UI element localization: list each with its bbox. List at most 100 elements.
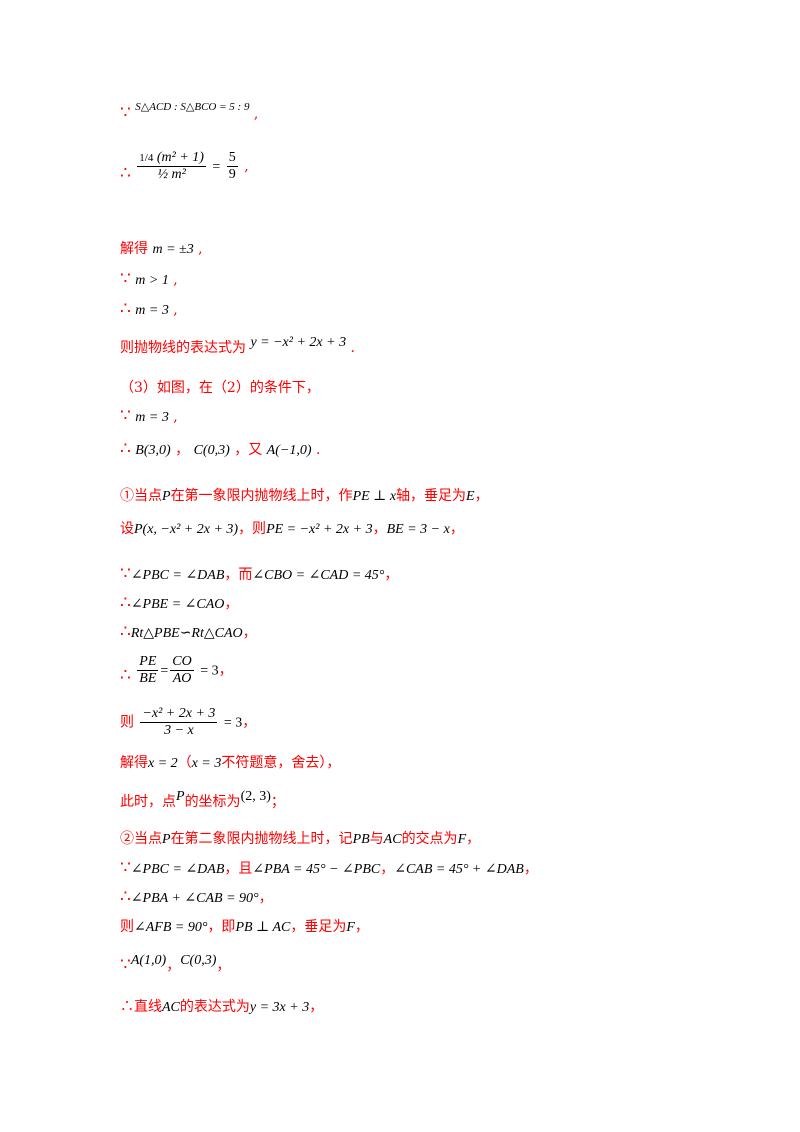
- denominator: 3 − x: [164, 723, 194, 738]
- text: 解得: [120, 755, 148, 771]
- line-23: ∵A(1,0)，C(0,3)，: [120, 952, 230, 975]
- expr: m = 3: [135, 410, 169, 425]
- text: 解得: [120, 241, 148, 257]
- num-coef: 1/4: [139, 152, 154, 164]
- expr: x = 3: [191, 756, 222, 771]
- expr: m > 1: [135, 273, 169, 288]
- punct: ,: [244, 158, 249, 175]
- expr-be: BE = 3 − x: [386, 522, 450, 537]
- therefore-symbol: ∴: [120, 665, 131, 686]
- expr: ∠PBC = ∠DAB: [130, 568, 225, 583]
- line-18: 此时，点P的坐标为(2, 3)；: [120, 788, 285, 811]
- text: ，: [380, 861, 395, 877]
- punct: ，: [384, 567, 399, 583]
- text: 则: [120, 919, 134, 935]
- because-symbol: ∵: [120, 955, 131, 975]
- punct: ，: [466, 831, 481, 847]
- point-a: A(−1,0): [266, 443, 312, 458]
- punct: ，: [449, 521, 464, 537]
- punct: ，: [216, 958, 231, 974]
- expr: ∠PBA + ∠CAB = 90°: [130, 891, 259, 906]
- var-p: P: [162, 489, 171, 504]
- line-17: 解得x = 2（x = 3不符题意，舍去），: [120, 754, 340, 773]
- because-symbol: ∵: [120, 269, 131, 289]
- line-11: 设P(x, −x² + 2x + 3)，则PE = −x² + 2x + 3，B…: [120, 520, 464, 539]
- line-6: 则抛物线的表达式为 y = −x² + 2x + 3 .: [120, 334, 355, 357]
- var-f: F: [457, 832, 467, 847]
- num-expr: (m² + 1): [156, 150, 204, 165]
- expr: ∠PBC = ∠DAB: [130, 862, 225, 877]
- denominator: AO: [172, 671, 192, 686]
- text: （3）如图，在（2）的条件下，: [120, 380, 320, 396]
- expr: ∠CAB = 45° + ∠DAB: [394, 862, 524, 877]
- text: 不符题意，舍去），: [221, 755, 341, 771]
- because-symbol: ∵: [120, 858, 131, 878]
- expr: y = 3x + 3: [249, 1000, 310, 1015]
- punct: ，: [309, 999, 324, 1015]
- point-b: B(3,0): [135, 443, 171, 458]
- punct: ,: [253, 106, 259, 122]
- line-19: ②当点P在第二象限内抛物线上时，记PB与AC的交点为F，: [120, 830, 480, 849]
- denominator: BE: [139, 671, 157, 686]
- numerator: PE: [137, 654, 159, 671]
- text: ，则: [238, 521, 267, 537]
- therefore-symbol: ∴: [120, 999, 134, 1015]
- line-1: ∵ S△ACD : S△BCO = 5 : 9 ,: [120, 98, 258, 123]
- text: 则抛物线的表达式为: [120, 340, 246, 356]
- punct: ，: [354, 919, 369, 935]
- rhs-fraction: 5 9: [226, 150, 238, 183]
- text: ，即: [207, 919, 236, 935]
- therefore-symbol: ∴: [120, 622, 131, 642]
- rhs-den: 9: [228, 167, 236, 182]
- text: ，: [372, 521, 387, 537]
- line-21: ∴∠PBA + ∠CAB = 90°，: [120, 888, 273, 908]
- punct: ,: [173, 302, 178, 318]
- line-22: 则∠AFB = 90°，即PB ⊥ AC，垂足为F，: [120, 918, 369, 937]
- punct: ,: [198, 241, 203, 257]
- line-4: ∵ m > 1 ,: [120, 270, 178, 290]
- therefore-symbol: ∴: [120, 299, 131, 319]
- text: 在第一象限内抛物线上时，作: [170, 488, 353, 504]
- var-p: P: [176, 789, 185, 804]
- var-ac: AC: [383, 832, 402, 847]
- punct: ,: [173, 409, 178, 425]
- punct: ，: [258, 890, 273, 906]
- punct: ；: [270, 794, 285, 810]
- text: ，而: [224, 567, 253, 583]
- text: ，垂足为: [290, 919, 347, 935]
- text: 的交点为: [401, 831, 458, 847]
- expr: PE ⊥ x: [352, 489, 397, 504]
- sep: ，: [175, 442, 190, 458]
- text: ②当点: [120, 831, 162, 847]
- because-symbol: ∵: [120, 564, 131, 584]
- text: 与: [369, 831, 384, 847]
- line-12: ∵∠PBC = ∠DAB，而∠CBO = ∠CAD = 45°，: [120, 565, 398, 585]
- therefore-symbol: ∴: [120, 439, 131, 459]
- text: 设: [120, 521, 134, 537]
- text: 则: [120, 714, 134, 731]
- expr: ∠PBA = 45° − ∠PBC: [252, 862, 381, 877]
- line-14: ∴Rt△PBE∽Rt△CAO，: [120, 623, 257, 643]
- expr: PB ⊥ AC: [235, 920, 291, 935]
- therefore-symbol: ∴: [120, 593, 131, 613]
- text: ①当点: [120, 488, 162, 504]
- text: 在第二象限内抛物线上时，记: [170, 831, 353, 847]
- punct: ，: [218, 662, 233, 679]
- expr: Rt△PBE∽Rt△CAO: [130, 626, 243, 641]
- because-symbol: ∵: [120, 103, 131, 123]
- expr: x = 2: [148, 756, 178, 771]
- text: 的坐标为: [184, 794, 241, 810]
- punct: ,: [173, 272, 178, 288]
- sep: ，又: [234, 442, 263, 458]
- punct: .: [350, 340, 355, 356]
- rhs-num: 5: [226, 150, 238, 167]
- sep: ，: [166, 958, 181, 974]
- point-c: C(0,3): [180, 953, 217, 968]
- therefore-symbol: ∴: [120, 163, 131, 184]
- therefore-symbol: ∴: [120, 887, 131, 907]
- expr: m = 3: [135, 303, 169, 318]
- var-pb: PB: [352, 832, 370, 847]
- because-symbol: ∵: [120, 406, 131, 426]
- fraction-pe-be: PE BE: [137, 654, 159, 687]
